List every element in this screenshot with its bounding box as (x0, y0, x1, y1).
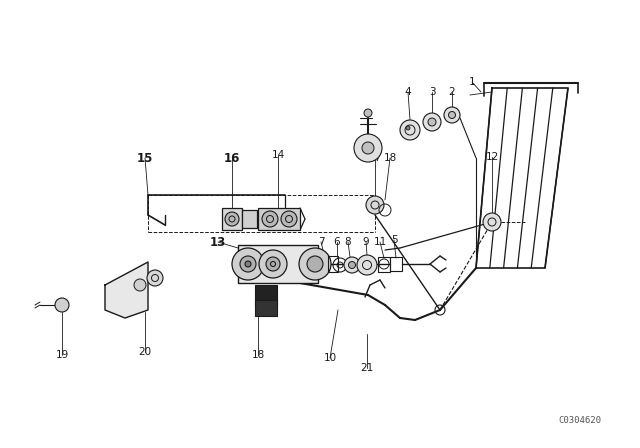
Text: 20: 20 (138, 347, 152, 357)
Text: 10: 10 (323, 353, 337, 363)
Circle shape (483, 213, 501, 231)
Circle shape (134, 279, 146, 291)
Circle shape (357, 255, 377, 275)
Circle shape (444, 107, 460, 123)
Bar (378, 257, 390, 272)
Text: C0304620: C0304620 (559, 415, 602, 425)
Circle shape (147, 270, 163, 286)
Text: 11: 11 (373, 237, 387, 247)
Text: 7: 7 (317, 237, 324, 247)
Circle shape (428, 118, 436, 126)
Circle shape (366, 196, 384, 214)
Circle shape (449, 112, 456, 119)
Circle shape (245, 261, 251, 267)
Circle shape (354, 134, 382, 162)
Bar (238, 245, 318, 283)
Text: 6: 6 (333, 237, 340, 247)
Text: 9: 9 (363, 237, 369, 247)
Circle shape (259, 250, 287, 278)
Text: 4: 4 (404, 87, 412, 97)
Bar (255, 300, 277, 316)
Text: 2: 2 (449, 87, 455, 97)
Circle shape (344, 257, 360, 273)
Circle shape (266, 257, 280, 271)
Circle shape (406, 126, 410, 130)
Circle shape (400, 120, 420, 140)
Text: 8: 8 (345, 237, 351, 247)
Circle shape (349, 262, 355, 268)
Bar (328, 256, 338, 272)
Circle shape (225, 212, 239, 226)
Text: 3: 3 (429, 87, 435, 97)
Text: 1: 1 (468, 77, 476, 87)
Text: 14: 14 (271, 150, 285, 160)
Bar (242, 210, 257, 228)
Circle shape (362, 142, 374, 154)
Circle shape (299, 248, 331, 280)
Circle shape (232, 248, 264, 280)
Text: 15: 15 (137, 151, 153, 164)
Text: 13: 13 (210, 236, 226, 249)
Circle shape (281, 211, 297, 227)
Circle shape (307, 256, 323, 272)
Circle shape (262, 211, 278, 227)
Bar (255, 285, 277, 305)
Polygon shape (105, 262, 148, 318)
Circle shape (364, 109, 372, 117)
Text: 21: 21 (360, 363, 374, 373)
Text: 19: 19 (56, 350, 68, 360)
Text: 17: 17 (369, 153, 381, 163)
Bar (390, 257, 402, 271)
Text: 12: 12 (485, 152, 499, 162)
Bar (222, 208, 242, 230)
Bar (258, 208, 300, 230)
Text: 16: 16 (224, 151, 240, 164)
Circle shape (240, 256, 256, 272)
Text: 18: 18 (252, 350, 264, 360)
Circle shape (423, 113, 441, 131)
Text: 5: 5 (390, 235, 397, 245)
Text: 18: 18 (383, 153, 397, 163)
Circle shape (55, 298, 69, 312)
